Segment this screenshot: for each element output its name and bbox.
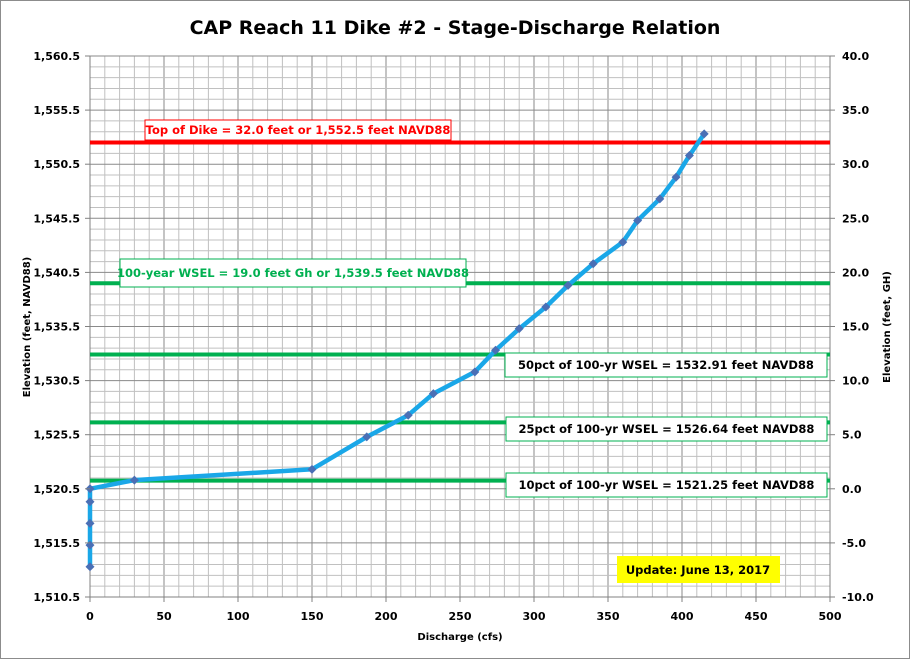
- 50pct-wsel-label: 50pct of 100-yr WSEL = 1532.91 feet NAVD…: [518, 358, 814, 372]
- y2-tick-label: 25.0: [842, 212, 869, 225]
- top-of-dike-label: Top of Dike = 32.0 feet or 1,552.5 feet …: [146, 123, 451, 137]
- data-point: [307, 464, 317, 474]
- y2-tick-label: -10.0: [842, 591, 874, 604]
- y2-tick-label: 40.0: [842, 50, 869, 63]
- data-point: [618, 237, 628, 247]
- update-badge: [617, 556, 780, 583]
- data-point: [671, 172, 681, 182]
- 10pct-wsel-label: 10pct of 100-yr WSEL = 1521.25 feet NAVD…: [519, 478, 815, 492]
- y2-tick-label: 15.0: [842, 321, 869, 334]
- data-point: [491, 345, 501, 355]
- data-point: [633, 215, 643, 225]
- top-of-dike-label-box: [144, 119, 452, 141]
- y2-tick-label: 0.0: [842, 483, 862, 496]
- annotations: Top of Dike = 32.0 feet or 1,552.5 feet …: [117, 119, 828, 583]
- y-tick-label: 1,510.5: [33, 591, 80, 604]
- data-point: [588, 259, 598, 269]
- 25pct-wsel-label-box: [505, 416, 828, 442]
- y-tick-label: 1,525.5: [33, 429, 80, 442]
- data-point: [684, 151, 694, 161]
- x-axis-label: Discharge (cfs): [417, 632, 502, 643]
- y-tick-label: 1,550.5: [33, 158, 80, 171]
- 50pct-wsel-label-box: [504, 352, 828, 378]
- data-point: [470, 367, 480, 377]
- x-tick-label: 200: [375, 610, 398, 623]
- chart-title: CAP Reach 11 Dike #2 - Stage-Discharge R…: [190, 17, 721, 39]
- 100-year-wsel-label-box: [119, 258, 467, 288]
- data-point: [85, 497, 95, 507]
- data-point: [428, 389, 438, 399]
- data-point: [85, 518, 95, 528]
- y2-axis-label: Elevation (feet, GH): [882, 271, 893, 383]
- y-tick-label: 1,555.5: [33, 104, 80, 117]
- y2-tick-label: 10.0: [842, 375, 869, 388]
- y-tick-label: 1,560.5: [33, 50, 80, 63]
- y-axis-label: Elevation (feet, NAVD88): [22, 257, 33, 398]
- y-tick-label: 1,515.5: [33, 537, 80, 550]
- x-tick-label: 450: [745, 610, 768, 623]
- series-group: [85, 129, 709, 572]
- data-point: [85, 562, 95, 572]
- x-tick-label: 300: [523, 610, 546, 623]
- series-line: [87, 132, 707, 567]
- y2-tick-label: -5.0: [842, 537, 866, 550]
- x-tick-label: 100: [227, 610, 250, 623]
- 25pct-wsel-label: 25pct of 100-yr WSEL = 1526.64 feet NAVD…: [519, 422, 815, 436]
- y2-tick-label: 30.0: [842, 158, 869, 171]
- x-tick-label: 0: [86, 610, 94, 623]
- x-tick-label: 400: [671, 610, 694, 623]
- data-point: [514, 324, 524, 334]
- data-point: [699, 129, 709, 139]
- y2-tick-label: 20.0: [842, 266, 869, 279]
- data-point: [655, 194, 665, 204]
- 10pct-wsel-label-box: [505, 472, 828, 498]
- x-tick-label: 50: [156, 610, 172, 623]
- y-tick-label: 1,535.5: [33, 321, 80, 334]
- x-tick-label: 500: [819, 610, 842, 623]
- data-point: [129, 475, 139, 485]
- x-tick-label: 150: [301, 610, 324, 623]
- y-tick-label: 1,540.5: [33, 266, 80, 279]
- data-point: [541, 302, 551, 312]
- y-tick-label: 1,545.5: [33, 212, 80, 225]
- y2-tick-label: 35.0: [842, 104, 869, 117]
- data-point: [563, 280, 573, 290]
- data-point: [362, 432, 372, 442]
- x-tick-label: 250: [449, 610, 472, 623]
- y-tick-label: 1,520.5: [33, 483, 80, 496]
- update-label: Update: June 13, 2017: [626, 563, 770, 577]
- data-point: [403, 410, 413, 420]
- 100-year-wsel-label: 100-year WSEL = 19.0 feet Gh or 1,539.5 …: [117, 266, 469, 280]
- ticks: 0 50 100 150 200 250 300 350 400 450 500 1,510.5 1,5…: [33, 50, 874, 623]
- x-tick-label: 350: [597, 610, 620, 623]
- y2-tick-label: 5.0: [842, 429, 862, 442]
- y-tick-label: 1,530.5: [33, 375, 80, 388]
